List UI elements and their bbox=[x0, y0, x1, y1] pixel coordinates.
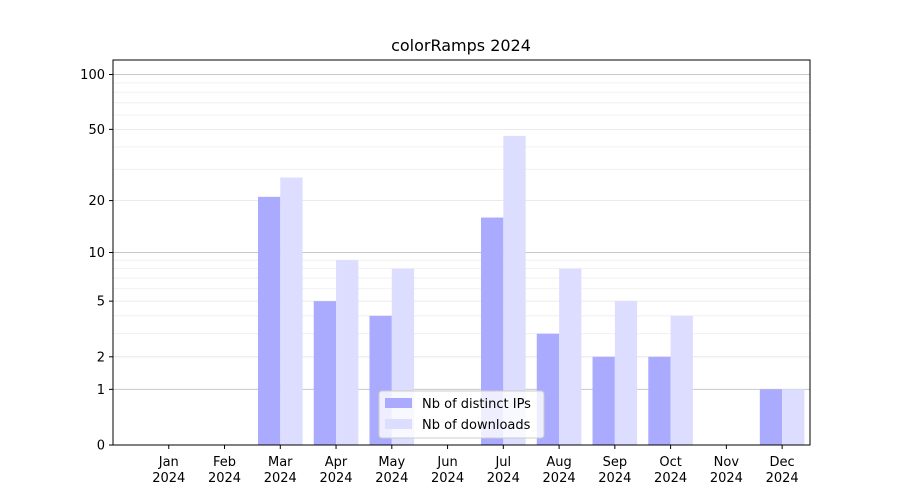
bar-distinct-ips-mar bbox=[257, 196, 281, 445]
y-tick-label: 2 bbox=[97, 350, 105, 365]
bar-distinct-ips-dec bbox=[759, 389, 783, 445]
x-tick-label-month: Apr bbox=[325, 455, 348, 470]
x-tick-label-month: Mar bbox=[268, 455, 293, 470]
x-tick-label-month: Feb bbox=[213, 455, 236, 470]
x-tick-label-month: Jan bbox=[158, 455, 179, 470]
y-tick-label: 0 bbox=[97, 439, 105, 454]
y-tick-label: 10 bbox=[88, 246, 105, 261]
x-tick-label-month: Sep bbox=[603, 455, 628, 470]
chart-title: colorRamps 2024 bbox=[391, 36, 531, 55]
x-tick-label-month: May bbox=[378, 455, 405, 470]
bar-distinct-ips-jul bbox=[481, 217, 504, 445]
x-tick-label-year: 2024 bbox=[654, 471, 687, 486]
x-tick-label-year: 2024 bbox=[264, 471, 297, 486]
bar-distinct-ips-oct bbox=[648, 356, 671, 445]
bar-distinct-ips-apr bbox=[313, 301, 337, 445]
x-tick-label-year: 2024 bbox=[375, 471, 408, 486]
bar-downloads-mar bbox=[280, 177, 303, 445]
bar-downloads-apr bbox=[336, 260, 359, 445]
x-tick-label-year: 2024 bbox=[431, 471, 464, 486]
y-tick-label: 5 bbox=[97, 295, 105, 310]
grid-lines bbox=[113, 74, 810, 390]
x-tick-label-month: Nov bbox=[714, 455, 740, 470]
x-tick-label-year: 2024 bbox=[319, 471, 352, 486]
legend-swatch bbox=[385, 398, 412, 408]
y-tick-label: 20 bbox=[88, 194, 105, 209]
legend: Nb of distinct IPs Nb of downloads bbox=[378, 390, 545, 439]
legend-label: Nb of downloads bbox=[422, 418, 531, 433]
bar-distinct-ips-sep bbox=[592, 356, 615, 445]
x-tick-label-month: Oct bbox=[659, 455, 681, 470]
y-tick-label: 1 bbox=[97, 383, 105, 398]
legend-label: Nb of distinct IPs bbox=[422, 397, 531, 412]
x-tick-label-month: Dec bbox=[770, 455, 795, 470]
x-tick-label-year: 2024 bbox=[208, 471, 241, 486]
bar-downloads-sep bbox=[614, 301, 638, 445]
bar-downloads-oct bbox=[670, 315, 693, 445]
x-tick-label-year: 2024 bbox=[598, 471, 631, 486]
bars bbox=[257, 135, 805, 445]
y-tick-label: 100 bbox=[80, 68, 105, 83]
bar-downloads-jul bbox=[503, 135, 526, 445]
axes: 0125102050100Jan2024Feb2024Mar2024Apr202… bbox=[80, 59, 811, 486]
bar-downloads-dec bbox=[782, 389, 805, 445]
x-tick-label-month: Aug bbox=[546, 455, 571, 470]
x-tick-label-year: 2024 bbox=[543, 471, 576, 486]
legend-box bbox=[378, 390, 545, 439]
legend-swatch bbox=[385, 419, 412, 429]
x-tick-label-year: 2024 bbox=[710, 471, 743, 486]
x-tick-label-year: 2024 bbox=[487, 471, 520, 486]
x-tick-label-year: 2024 bbox=[766, 471, 799, 486]
x-tick-label-month: Jul bbox=[494, 455, 511, 470]
x-tick-label-year: 2024 bbox=[152, 471, 185, 486]
y-tick-label: 50 bbox=[88, 123, 105, 138]
x-tick-label-month: Jun bbox=[436, 455, 457, 470]
bar-downloads-aug bbox=[559, 268, 582, 445]
